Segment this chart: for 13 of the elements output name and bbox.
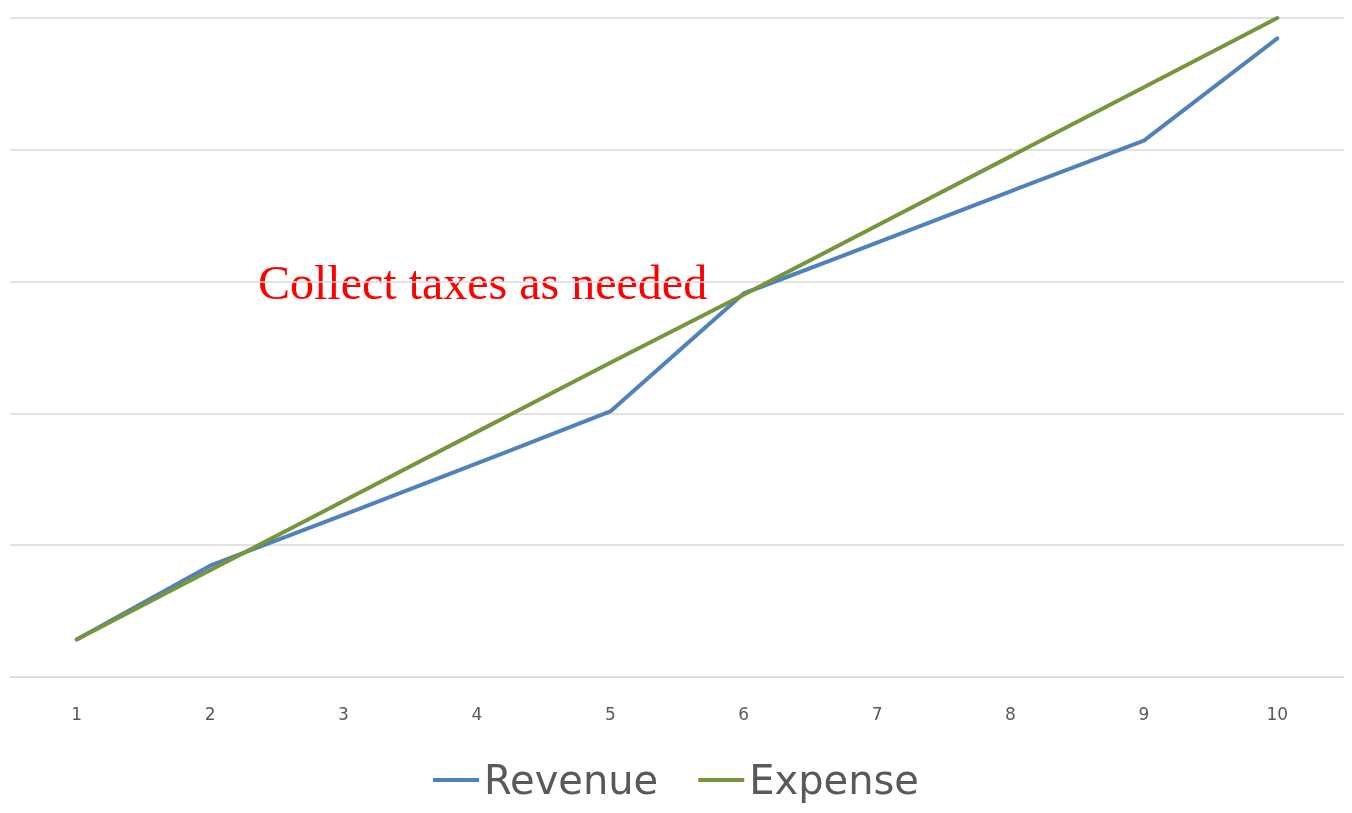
x-tick-label: 1 bbox=[71, 703, 83, 724]
x-tick-label: 5 bbox=[604, 703, 616, 724]
x-tick-label: 10 bbox=[1266, 703, 1289, 724]
x-tick-label: 4 bbox=[471, 703, 483, 724]
legend-label: Expense bbox=[749, 757, 919, 803]
x-tick-label: 9 bbox=[1138, 703, 1150, 724]
annotation: Collect taxes as needed bbox=[258, 255, 708, 309]
x-tick-label: 2 bbox=[204, 703, 216, 724]
x-tick-label: 6 bbox=[738, 703, 750, 724]
x-tick-label: 7 bbox=[871, 703, 883, 724]
x-tick-label: 8 bbox=[1005, 703, 1016, 724]
x-tick-label: 3 bbox=[338, 703, 349, 724]
legend-label: Revenue bbox=[484, 757, 659, 803]
